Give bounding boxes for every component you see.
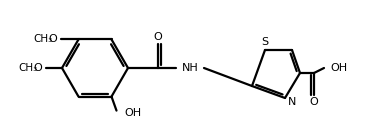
Text: OH: OH [124, 108, 142, 118]
Text: CH₃: CH₃ [18, 63, 37, 73]
Text: O: O [310, 97, 318, 107]
Text: CH₃: CH₃ [33, 34, 52, 44]
Text: NH: NH [182, 63, 199, 73]
Text: O: O [34, 63, 43, 73]
Text: N: N [288, 97, 296, 107]
Text: O: O [154, 32, 162, 42]
Text: S: S [261, 37, 269, 47]
Text: O: O [48, 34, 57, 44]
Text: OH: OH [330, 63, 347, 73]
